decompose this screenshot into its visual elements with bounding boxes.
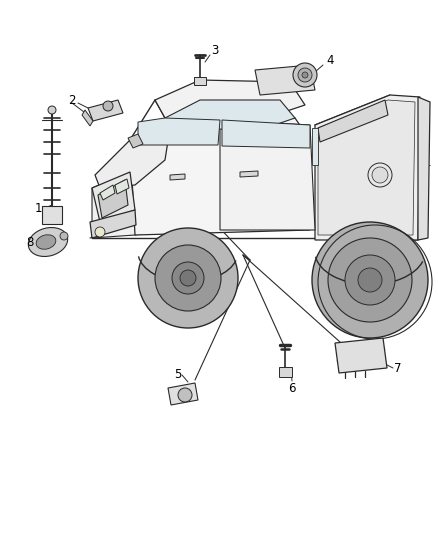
Polygon shape xyxy=(155,80,305,120)
Polygon shape xyxy=(138,118,220,145)
Circle shape xyxy=(60,232,68,240)
FancyBboxPatch shape xyxy=(279,367,292,377)
Polygon shape xyxy=(240,171,258,177)
Text: 5: 5 xyxy=(174,368,182,382)
FancyBboxPatch shape xyxy=(42,206,62,224)
Polygon shape xyxy=(98,180,128,218)
Circle shape xyxy=(48,106,56,114)
Circle shape xyxy=(328,238,412,322)
Text: 8: 8 xyxy=(26,236,34,248)
Polygon shape xyxy=(82,110,93,126)
Polygon shape xyxy=(318,100,388,142)
Circle shape xyxy=(298,68,312,82)
Circle shape xyxy=(312,222,428,338)
Text: 1: 1 xyxy=(34,201,42,214)
Circle shape xyxy=(368,163,392,187)
Polygon shape xyxy=(222,120,310,148)
Polygon shape xyxy=(255,65,315,95)
Circle shape xyxy=(180,270,196,286)
Polygon shape xyxy=(170,174,185,180)
Polygon shape xyxy=(88,100,123,121)
Ellipse shape xyxy=(36,235,56,249)
Polygon shape xyxy=(220,120,315,230)
Polygon shape xyxy=(318,100,415,235)
Polygon shape xyxy=(312,128,318,165)
Polygon shape xyxy=(165,100,295,130)
Polygon shape xyxy=(115,179,129,194)
Circle shape xyxy=(372,167,388,183)
Circle shape xyxy=(172,262,204,294)
Polygon shape xyxy=(90,210,136,238)
Circle shape xyxy=(155,245,221,311)
Polygon shape xyxy=(128,134,143,148)
Text: 6: 6 xyxy=(288,382,296,394)
FancyBboxPatch shape xyxy=(194,77,206,85)
Text: 7: 7 xyxy=(394,361,402,375)
Polygon shape xyxy=(92,172,135,222)
Polygon shape xyxy=(168,383,198,405)
Circle shape xyxy=(302,72,308,78)
Text: 4: 4 xyxy=(326,53,334,67)
Text: 2: 2 xyxy=(68,93,76,107)
Circle shape xyxy=(138,228,238,328)
Circle shape xyxy=(293,63,317,87)
Polygon shape xyxy=(95,128,170,188)
Text: 3: 3 xyxy=(211,44,219,56)
Polygon shape xyxy=(130,118,310,235)
Polygon shape xyxy=(92,160,165,238)
Circle shape xyxy=(103,101,113,111)
Polygon shape xyxy=(315,95,420,240)
Polygon shape xyxy=(335,338,387,373)
Circle shape xyxy=(358,268,382,292)
Circle shape xyxy=(95,227,105,237)
Polygon shape xyxy=(418,97,430,240)
Circle shape xyxy=(345,255,395,305)
Ellipse shape xyxy=(28,228,67,256)
Polygon shape xyxy=(100,185,115,200)
Circle shape xyxy=(178,388,192,402)
